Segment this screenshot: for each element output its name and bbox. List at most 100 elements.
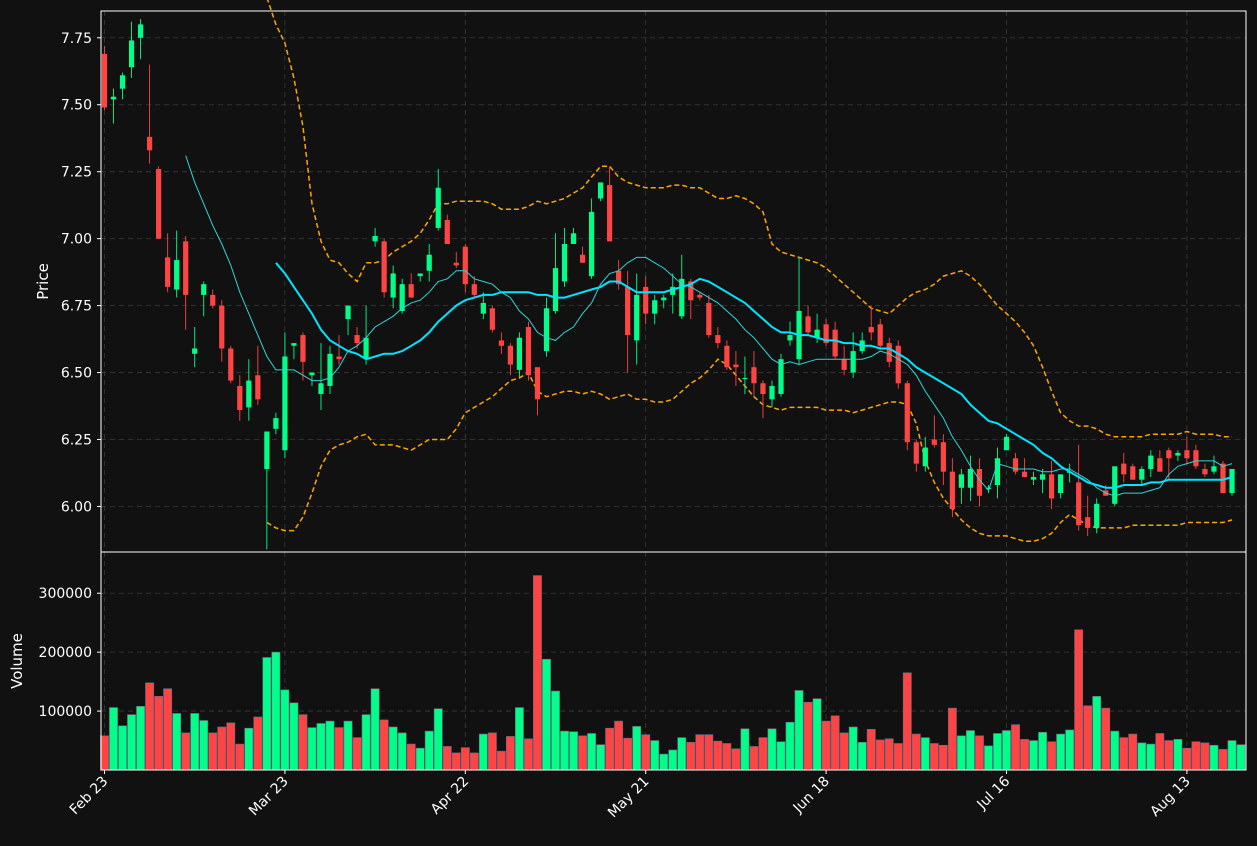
volume-bar (857, 742, 867, 771)
candle-body (327, 353, 333, 386)
volume-bar (956, 735, 966, 771)
volume-bar (758, 737, 768, 771)
volume-bar (379, 719, 389, 771)
volume-bar (1227, 740, 1237, 771)
candle-body (967, 468, 974, 488)
volume-bar (551, 690, 560, 771)
volume-bar (316, 723, 326, 771)
price-tick-label: 6.75 (61, 299, 92, 315)
candle-body (137, 24, 144, 38)
candle-body (273, 418, 279, 429)
volume-bar (776, 741, 786, 771)
candle-body (507, 345, 513, 365)
volume-bar (839, 732, 849, 771)
volume-bar (1038, 731, 1047, 771)
volume-bar (1137, 742, 1147, 771)
volume-bar (1047, 741, 1056, 771)
volume-bar (812, 698, 822, 771)
volume-bar (334, 727, 344, 771)
bollinger-upper-line (266, 0, 1232, 438)
price-grid (101, 11, 1246, 552)
candle-body (715, 335, 721, 344)
candle-body (1229, 468, 1235, 494)
volume-bar (343, 720, 353, 771)
candle-body (543, 308, 550, 352)
candle-body (516, 337, 523, 370)
price-panel-frame (100, 10, 1247, 553)
volume-bar (587, 733, 596, 771)
volume-bar (848, 726, 858, 771)
volume-bar (1020, 739, 1029, 771)
volume-bar (641, 734, 651, 771)
candle-body (1030, 477, 1037, 480)
volume-bar (244, 727, 254, 771)
volume-bar (217, 726, 227, 771)
volume-panel-frame (100, 551, 1247, 771)
candle-body (237, 385, 243, 411)
volume-bar (1128, 733, 1138, 771)
volume-bar (659, 753, 669, 771)
price-tick-label: 7.00 (61, 232, 92, 248)
candle-body (760, 383, 766, 394)
volume-bar (524, 738, 533, 771)
candle-body (417, 273, 423, 277)
candle-body (850, 351, 856, 373)
candle-body (300, 335, 306, 362)
candle-body (787, 335, 793, 341)
volume-bar (1182, 747, 1192, 771)
candle-body (1139, 468, 1145, 480)
candle-body (1094, 503, 1100, 528)
volume-bar (578, 735, 587, 771)
candle-body (742, 377, 748, 380)
candle-body (128, 40, 135, 68)
candle-body (895, 345, 901, 384)
volume-bar (884, 738, 894, 771)
candle-body (489, 308, 495, 330)
x-tick-label: Apr 22 (428, 774, 472, 818)
candle-body (264, 431, 270, 469)
candle-body (706, 302, 712, 336)
candle-body (363, 337, 369, 360)
volume-bar (136, 706, 145, 771)
volume-bar (668, 749, 678, 771)
candle-body (778, 359, 784, 394)
candle-body (904, 383, 910, 443)
candle-body (634, 294, 640, 341)
volume-bar (280, 689, 290, 771)
volume-bar (1110, 730, 1120, 771)
volume-tick-label: 100000 (39, 704, 92, 720)
candle-body (282, 356, 288, 451)
candle-body (652, 300, 658, 314)
volume-bar (650, 740, 660, 771)
volume-bar (993, 733, 1002, 771)
candle-body (1166, 450, 1172, 459)
volume-bar (605, 727, 615, 771)
volume-bar (1155, 733, 1165, 771)
candle-body (679, 278, 685, 317)
candle-body (561, 244, 568, 282)
candle-body (625, 286, 631, 336)
volume-bar (388, 726, 398, 771)
candle-body (1085, 517, 1091, 528)
volume-bar (749, 746, 759, 771)
volume-bar (163, 688, 173, 771)
candle-body (931, 439, 937, 445)
volume-bar (542, 658, 551, 771)
volume-bar (352, 737, 362, 771)
candle-body (1148, 455, 1154, 469)
volume-bar (1011, 724, 1020, 771)
candle-body (1184, 450, 1190, 459)
candle-body (1112, 466, 1118, 504)
volume-bar (370, 688, 380, 771)
volume-bar (1083, 705, 1093, 771)
volume-bar (118, 725, 127, 771)
candle-body (165, 257, 171, 287)
candle-body (922, 447, 928, 467)
x-tick-label: Feb 23 (67, 774, 112, 819)
volume-bar (569, 731, 578, 771)
candle-body (1130, 466, 1136, 480)
volume-bar (1065, 729, 1075, 771)
volume-bar (1191, 741, 1201, 771)
volume-bar (1173, 739, 1183, 771)
